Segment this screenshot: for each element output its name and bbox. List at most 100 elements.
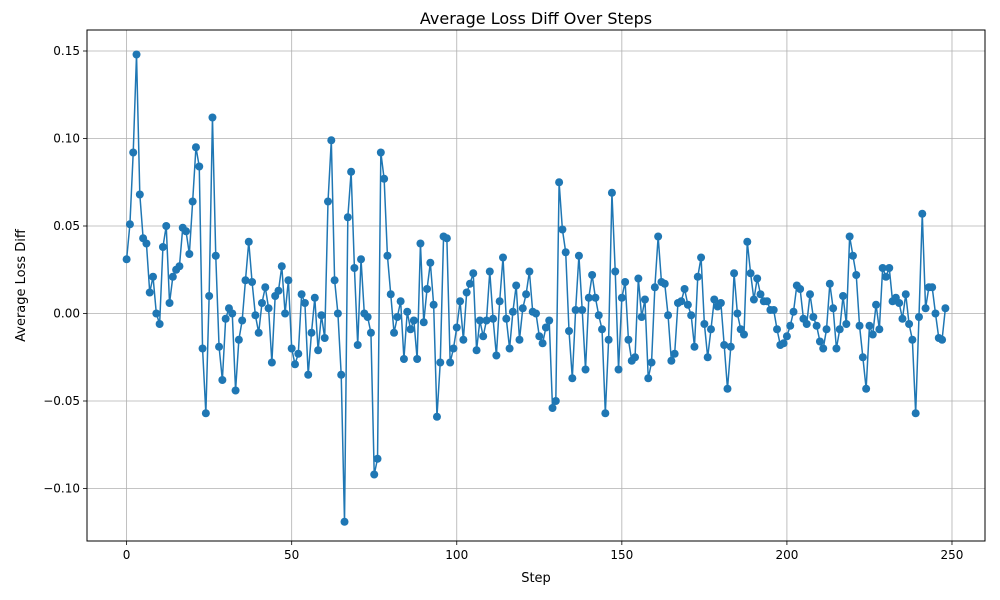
data-point — [726, 342, 735, 351]
data-point — [142, 239, 151, 248]
data-point — [677, 297, 686, 306]
data-point — [756, 290, 765, 299]
data-point — [383, 251, 392, 260]
data-point — [125, 220, 134, 229]
data-point — [753, 274, 762, 283]
data-point — [462, 288, 471, 297]
data-point — [868, 330, 877, 339]
data-point — [284, 276, 293, 285]
data-point — [938, 335, 947, 344]
data-point — [442, 234, 451, 243]
data-point — [333, 309, 342, 318]
data-point — [489, 314, 498, 323]
data-point — [690, 342, 699, 351]
data-point — [472, 346, 481, 355]
data-point — [594, 311, 603, 320]
data-point — [508, 307, 517, 316]
data-point — [155, 320, 164, 328]
data-point — [132, 50, 141, 59]
data-point — [211, 251, 220, 260]
data-point — [700, 320, 709, 328]
data-point — [135, 190, 144, 199]
data-point — [370, 470, 379, 479]
data-point — [855, 321, 864, 330]
data-point — [218, 376, 227, 384]
data-point — [746, 269, 755, 278]
y-tick-label: 0.00 — [53, 307, 80, 321]
y-axis-label: Average Loss Diff — [14, 228, 29, 342]
data-point — [852, 271, 861, 279]
data-point — [390, 328, 399, 337]
data-point — [654, 232, 663, 241]
data-point — [264, 304, 273, 313]
data-point — [710, 295, 719, 304]
data-point — [905, 320, 914, 328]
data-point — [304, 370, 313, 379]
data-point — [399, 355, 408, 363]
data-point — [875, 325, 884, 334]
data-point — [409, 316, 418, 325]
data-point — [168, 272, 177, 281]
data-point — [215, 342, 224, 351]
data-point — [901, 290, 910, 299]
data-point — [343, 213, 352, 222]
data-point — [634, 274, 643, 283]
data-point — [485, 267, 494, 276]
data-point — [561, 248, 570, 257]
x-axis-label: Step — [521, 571, 551, 586]
data-point — [640, 295, 649, 304]
data-point — [858, 353, 867, 362]
data-point — [234, 335, 243, 344]
data-point — [835, 325, 844, 334]
data-point — [393, 313, 402, 321]
data-point — [198, 344, 207, 353]
data-point — [257, 299, 266, 307]
data-point — [584, 293, 593, 302]
data-point — [918, 209, 927, 218]
data-point — [796, 285, 805, 293]
data-point — [769, 306, 778, 314]
data-point — [733, 309, 742, 318]
data-point — [723, 384, 732, 393]
data-point — [495, 297, 504, 306]
y-tick-label: 0.05 — [53, 219, 80, 233]
data-point — [898, 314, 907, 323]
data-point — [624, 335, 633, 344]
data-point — [697, 253, 706, 262]
data-point — [749, 295, 758, 304]
data-point — [706, 325, 715, 334]
data-point — [683, 300, 692, 309]
data-point — [928, 283, 937, 292]
data-point — [195, 162, 204, 171]
data-point — [492, 351, 501, 360]
data-point — [254, 328, 263, 337]
data-point — [386, 290, 395, 299]
x-tick-label: 250 — [941, 548, 964, 562]
data-point — [310, 293, 319, 302]
data-point — [294, 349, 303, 358]
data-point — [502, 314, 511, 323]
data-point — [819, 344, 828, 353]
data-point — [191, 143, 200, 152]
data-point — [743, 237, 752, 246]
data-point — [687, 311, 696, 320]
data-point — [670, 349, 679, 358]
data-point — [565, 327, 574, 335]
data-point — [373, 454, 382, 463]
data-point — [842, 320, 851, 328]
data-point — [601, 409, 610, 418]
data-point — [459, 335, 468, 344]
data-point — [479, 332, 488, 341]
data-point — [773, 325, 782, 334]
data-point — [208, 113, 217, 122]
data-point — [122, 255, 131, 264]
data-point — [482, 316, 491, 325]
data-point — [518, 304, 527, 313]
data-point — [532, 309, 540, 318]
data-point — [720, 341, 729, 349]
data-point — [611, 267, 620, 276]
data-point — [277, 262, 286, 271]
x-tick-label: 200 — [775, 548, 798, 562]
y-tick-label: −0.10 — [43, 482, 80, 496]
data-point — [205, 292, 214, 300]
